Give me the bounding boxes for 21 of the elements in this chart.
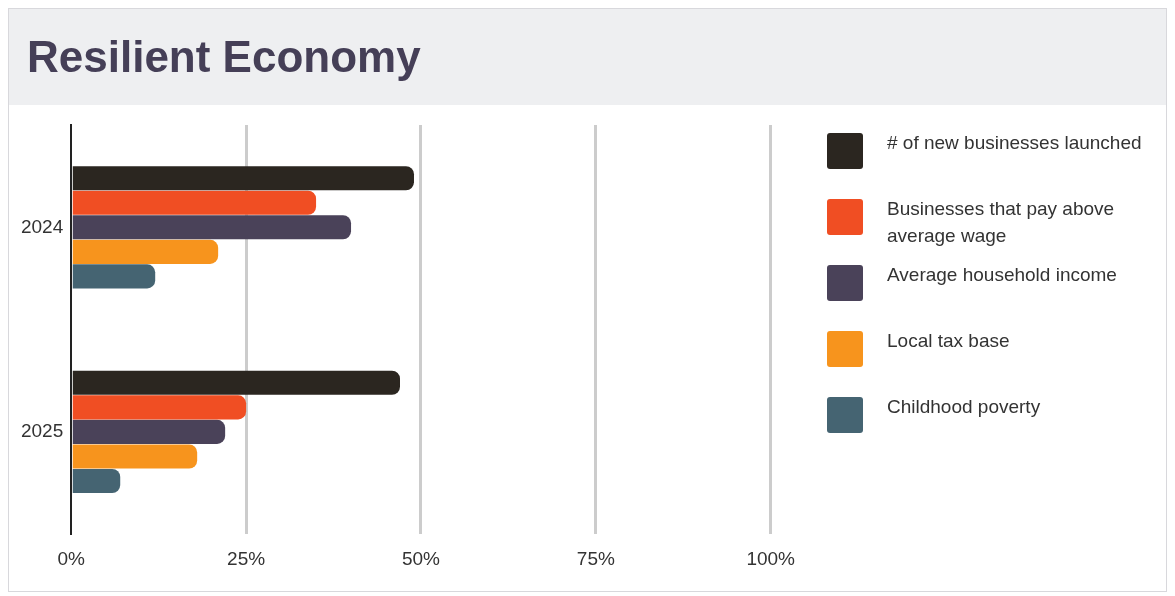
legend-label: Average household income — [887, 263, 1117, 287]
bar — [72, 419, 226, 444]
bar — [72, 444, 198, 469]
bar — [72, 264, 156, 289]
legend-label: Childhood poverty — [887, 395, 1041, 419]
chart-title: Resilient Economy — [27, 32, 421, 82]
y-tick-label: 2024 — [20, 215, 64, 237]
legend-label: Businesses that pay above average wage — [887, 197, 1116, 248]
x-tick-label: 25% — [227, 547, 266, 569]
bar — [72, 215, 352, 240]
x-tick-label: 0% — [57, 547, 86, 569]
legend-label: # of new businesses launched — [887, 131, 1142, 155]
x-tick-label: 100% — [746, 547, 796, 569]
bar — [72, 190, 317, 215]
x-tick-label: 75% — [576, 547, 615, 569]
x-tick-label: 50% — [401, 547, 441, 569]
bar — [72, 468, 121, 494]
bar — [72, 395, 247, 420]
y-tick-label: 2025 — [20, 420, 64, 442]
bar — [72, 239, 219, 264]
legend-label: Local tax base — [887, 329, 1010, 353]
